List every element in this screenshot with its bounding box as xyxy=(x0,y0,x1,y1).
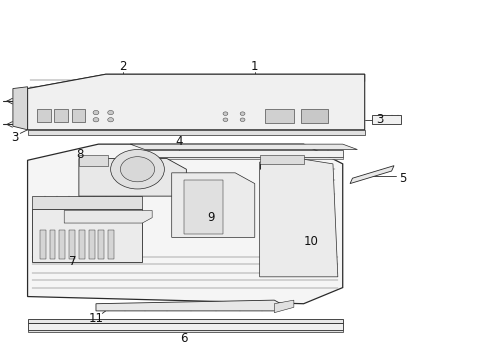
Text: 5: 5 xyxy=(399,172,407,185)
Polygon shape xyxy=(64,211,152,223)
Polygon shape xyxy=(96,300,284,311)
Text: 7: 7 xyxy=(69,255,77,268)
Polygon shape xyxy=(172,173,255,237)
Circle shape xyxy=(111,149,164,189)
Polygon shape xyxy=(37,109,51,122)
Circle shape xyxy=(223,112,228,116)
Polygon shape xyxy=(54,109,68,122)
Polygon shape xyxy=(265,109,294,123)
Polygon shape xyxy=(32,196,143,209)
Text: 10: 10 xyxy=(303,235,318,248)
Polygon shape xyxy=(274,300,294,313)
Polygon shape xyxy=(59,230,65,259)
Polygon shape xyxy=(260,158,338,277)
Text: 3: 3 xyxy=(376,113,383,126)
Text: 4: 4 xyxy=(175,135,183,148)
Text: 6: 6 xyxy=(180,332,188,345)
Polygon shape xyxy=(27,144,343,304)
Polygon shape xyxy=(13,87,27,130)
Polygon shape xyxy=(130,157,343,159)
Text: 9: 9 xyxy=(207,211,215,224)
Text: 1: 1 xyxy=(251,60,259,73)
Text: 11: 11 xyxy=(89,311,103,325)
Circle shape xyxy=(93,118,99,122)
Text: 2: 2 xyxy=(119,60,126,73)
Text: 3: 3 xyxy=(11,131,18,144)
Circle shape xyxy=(121,157,155,182)
Circle shape xyxy=(93,111,99,115)
Polygon shape xyxy=(108,230,114,259)
Polygon shape xyxy=(27,323,343,329)
Polygon shape xyxy=(49,230,55,259)
Polygon shape xyxy=(98,230,104,259)
Polygon shape xyxy=(89,230,95,259)
Polygon shape xyxy=(27,130,365,135)
Circle shape xyxy=(240,112,245,116)
Polygon shape xyxy=(69,230,75,259)
Polygon shape xyxy=(72,109,85,122)
Polygon shape xyxy=(27,319,343,323)
Polygon shape xyxy=(130,144,357,149)
Polygon shape xyxy=(27,74,365,96)
Circle shape xyxy=(108,118,114,122)
Polygon shape xyxy=(260,155,304,169)
Polygon shape xyxy=(27,74,365,130)
Text: 8: 8 xyxy=(76,148,84,161)
Polygon shape xyxy=(27,329,343,332)
Polygon shape xyxy=(40,230,46,259)
Polygon shape xyxy=(130,149,343,157)
Circle shape xyxy=(108,111,114,115)
Polygon shape xyxy=(79,158,186,196)
Circle shape xyxy=(223,118,228,122)
Circle shape xyxy=(240,118,245,122)
Polygon shape xyxy=(301,109,328,123)
Polygon shape xyxy=(372,116,401,125)
Polygon shape xyxy=(32,209,143,262)
Polygon shape xyxy=(79,230,85,259)
Polygon shape xyxy=(350,166,394,184)
Polygon shape xyxy=(184,180,223,234)
Polygon shape xyxy=(79,155,108,166)
